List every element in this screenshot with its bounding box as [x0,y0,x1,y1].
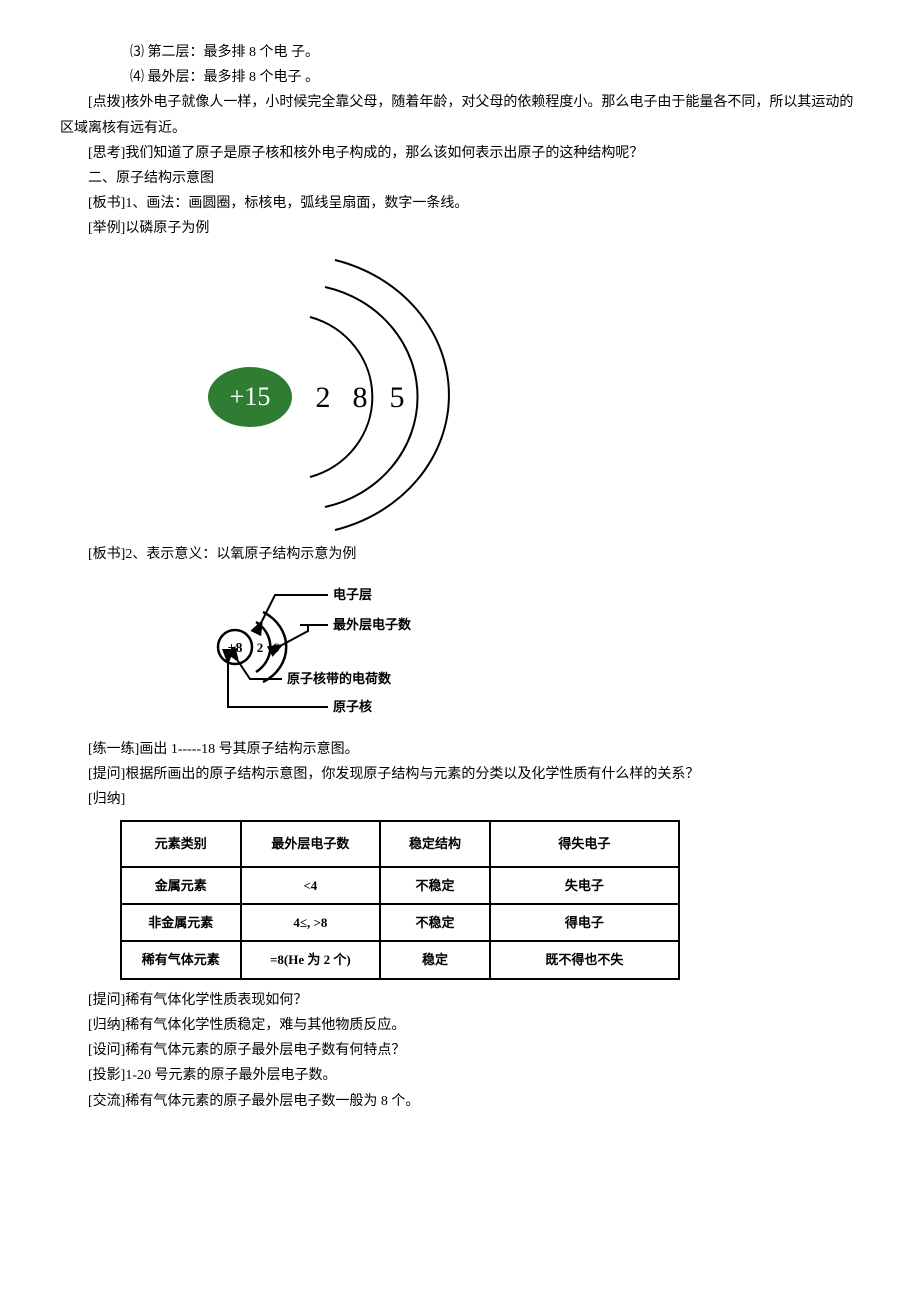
text-line: [设问]稀有气体元素的原子最外层电子数有何特点？ [60,1038,860,1063]
summary-table: 元素类别 最外层电子数 稳定结构 得失电子 金属元素 <4 不稳定 失电子 非金… [120,820,680,980]
label-charge: 原子核带的电荷数 [287,671,392,686]
table-cell: 非金属元素 [121,904,241,941]
table-cell: 失电子 [490,867,679,904]
shell-number-3: 5 [390,381,405,414]
table-row: 金属元素 <4 不稳定 失电子 [121,867,679,904]
table-row: 稀有气体元素 =8(He 为 2 个) 稳定 既不得也不失 [121,941,679,978]
text-line: [举例]以磷原子为例 [60,216,860,241]
oxygen-nucleus-label: +8 [228,641,243,656]
oxygen-shell-2: 6 [273,640,280,655]
label-outer: 最外层电子数 [333,617,412,632]
text-line: [思考]我们知道了原子是原子核和核外电子构成的，那么该如何表示出原子的这种结构呢… [60,141,860,166]
table-header: 元素类别 [121,821,241,866]
phosphorus-atom-diagram: +15 2 8 5 [180,252,460,532]
text-line: [提问]稀有气体化学性质表现如何？ [60,988,860,1013]
text-line: [练一练]画出 1-----18 号其原子结构示意图。 [60,737,860,762]
shell-number-1: 2 [316,381,331,414]
table-cell: 既不得也不失 [490,941,679,978]
label-shell: 电子层 [333,587,372,602]
table-header-row: 元素类别 最外层电子数 稳定结构 得失电子 [121,821,679,866]
table-header: 得失电子 [490,821,679,866]
table-header: 最外层电子数 [241,821,381,866]
text-line: [投影]1-20 号元素的原子最外层电子数。 [60,1063,860,1088]
text-line: [板书]1、画法：画圆圈，标核电，弧线呈扇面，数字一条线。 [60,191,860,216]
pointer-outer [282,625,308,645]
oxygen-atom-diagram: +8 2 6 电子层 最外层电子数 原子核带的电荷数 原子核 [200,577,500,727]
table-header: 稳定结构 [380,821,490,866]
text-line: [归纳]稀有气体化学性质稳定，难与其他物质反应。 [60,1013,860,1038]
table-cell: 稀有气体元素 [121,941,241,978]
text-line: ⑷ 最外层：最多排 8 个电子 。 [60,65,860,90]
table-cell: 得电子 [490,904,679,941]
section-heading: 二、原子结构示意图 [60,166,860,191]
text-line: [归纳] [60,787,860,812]
shell-number-2: 8 [353,381,368,414]
nucleus-label: +15 [230,382,271,411]
table-cell: 4≤, >8 [241,904,381,941]
text-line: [提问]根据所画出的原子结构示意图，你发现原子结构与元素的分类以及化学性质有什么… [60,762,860,787]
table-cell: 不稳定 [380,867,490,904]
table-row: 非金属元素 4≤, >8 不稳定 得电子 [121,904,679,941]
label-nucleus: 原子核 [333,699,372,714]
oxygen-shell-1: 2 [257,640,264,655]
table-cell: 金属元素 [121,867,241,904]
table-cell: =8(He 为 2 个) [241,941,381,978]
text-line: [板书]2、表示意义：以氧原子结构示意为例 [60,542,860,567]
text-line: [交流]稀有气体元素的原子最外层电子数一般为 8 个。 [60,1089,860,1114]
table-cell: <4 [241,867,381,904]
text-line: [点拨]核外电子就像人一样，小时候完全靠父母，随着年龄，对父母的依赖程度小。那么… [60,90,860,140]
table-cell: 稳定 [380,941,490,978]
table-cell: 不稳定 [380,904,490,941]
text-line: ⑶ 第二层：最多排 8 个电 子。 [60,40,860,65]
